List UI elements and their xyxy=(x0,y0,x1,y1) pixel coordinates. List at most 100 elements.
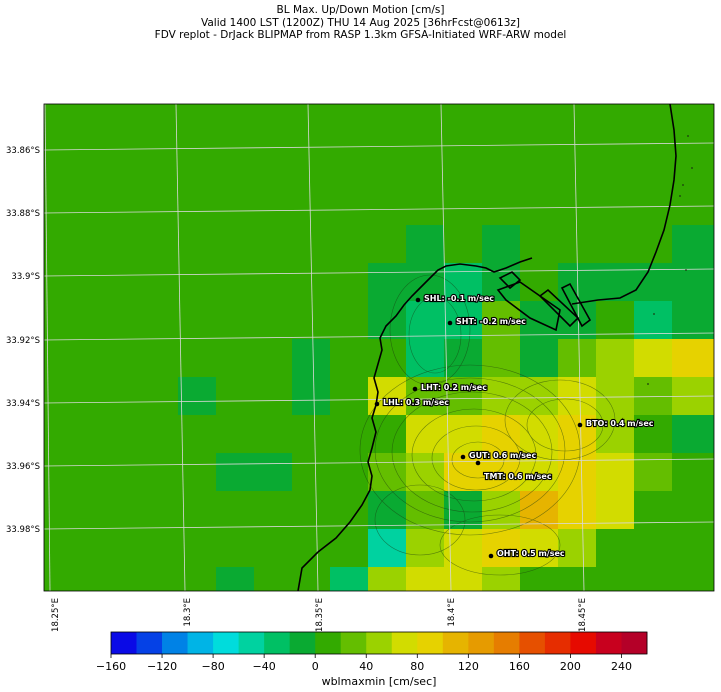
station-dot-shl xyxy=(415,297,421,303)
field-cell xyxy=(520,415,558,453)
field-cell xyxy=(634,453,672,491)
islet-dot xyxy=(679,195,681,197)
lat-label: 33.96°S xyxy=(6,462,40,472)
field-cell xyxy=(482,567,520,591)
lon-label: 18.3°E xyxy=(183,598,193,627)
contour-line xyxy=(526,398,604,452)
colorbar-cell xyxy=(136,632,163,654)
field-cell xyxy=(596,377,634,415)
colorbar-cell xyxy=(570,632,597,654)
colorbar-cell xyxy=(544,632,571,654)
field-cell xyxy=(406,529,444,567)
colorbar-tick-label: 0 xyxy=(312,660,319,673)
field-cell xyxy=(520,377,558,415)
gridline-lat-7 xyxy=(44,521,714,530)
field-cell xyxy=(444,377,482,415)
field-cell xyxy=(368,301,406,339)
field-cell xyxy=(520,529,558,567)
colorbar-cell xyxy=(621,632,648,654)
coastline-path xyxy=(297,257,533,591)
colorbar-tick-label: −160 xyxy=(96,660,126,673)
contour-line xyxy=(408,296,462,374)
field-cell xyxy=(634,339,672,377)
colorbar-tick-label: 160 xyxy=(509,660,530,673)
field-cell xyxy=(368,529,406,567)
graticule xyxy=(44,104,714,591)
field-cell xyxy=(406,415,482,453)
field-cell xyxy=(406,339,444,377)
field-cell xyxy=(406,225,444,263)
gridline-lat-2 xyxy=(44,205,714,214)
colorbar-cell xyxy=(111,632,137,654)
figure-title: BL Max. Up/Down Motion [cm/s] Valid 1400… xyxy=(0,4,721,42)
station-dot-gut xyxy=(460,454,466,460)
gridline-lat-5 xyxy=(44,395,714,404)
harbour-wall xyxy=(498,271,522,290)
colorbar-cell xyxy=(519,632,546,654)
islet-dot xyxy=(647,383,649,385)
coastline xyxy=(297,104,677,591)
colorbar-tick-label: −120 xyxy=(147,660,177,673)
colorbar-frame xyxy=(110,631,648,655)
field-cell xyxy=(596,453,634,491)
colorbar-cell xyxy=(366,632,393,654)
field-cell xyxy=(558,377,596,415)
contour-line xyxy=(391,391,553,513)
lat-label: 33.92°S xyxy=(6,336,40,346)
contour-line xyxy=(411,408,537,502)
colorbar-cell xyxy=(391,632,418,654)
field-cell xyxy=(558,529,596,567)
field-cells xyxy=(178,225,714,591)
field-cell xyxy=(178,377,216,415)
field-cell xyxy=(672,415,714,453)
lon-label: 18.35°E xyxy=(315,598,325,632)
colorbar-cell xyxy=(595,632,622,654)
lat-label: 33.98°S xyxy=(6,525,40,535)
gridline-lon-2 xyxy=(175,104,186,591)
station-dot-bto xyxy=(577,422,583,428)
field-cell xyxy=(482,301,520,339)
gridline-lon-1 xyxy=(44,104,51,591)
islet-dot xyxy=(682,184,684,186)
colorbar-cell xyxy=(442,632,469,654)
station-dot-lhl xyxy=(374,401,380,407)
station-dot-sht xyxy=(447,320,453,326)
lat-axis-labels: 33.86°S 33.88°S 33.9°S 33.92°S 33.94°S 3… xyxy=(6,146,40,535)
colorbar-tick-label: 240 xyxy=(611,660,632,673)
coastline-path xyxy=(571,104,677,305)
colorbar-tick-label: 80 xyxy=(410,660,424,673)
field-cell xyxy=(216,567,254,591)
gridline-lon-3 xyxy=(307,104,319,591)
field-cell xyxy=(482,225,520,263)
field-cell xyxy=(368,263,444,301)
field-cell xyxy=(482,339,520,377)
field-cell xyxy=(520,339,558,377)
colorbar-cell xyxy=(213,632,240,654)
islets xyxy=(647,135,693,385)
lon-axis-labels: 18.25°E 18.3°E 18.35°E 18.4°E 18.45°E xyxy=(51,598,588,632)
contour-line xyxy=(359,364,581,536)
harbour-wall xyxy=(496,281,561,332)
field-cell xyxy=(444,453,482,491)
harbour-wall xyxy=(560,282,592,328)
lat-label: 33.86°S xyxy=(6,146,40,156)
field-cell xyxy=(368,491,406,529)
field-cell xyxy=(406,491,444,529)
field-cell xyxy=(558,339,596,377)
map-plot-area xyxy=(44,104,714,591)
contour-line xyxy=(431,425,521,491)
title-line-2: Valid 1400 LST (1200Z) THU 14 Aug 2025 [… xyxy=(201,16,520,29)
lat-label: 33.94°S xyxy=(6,399,40,409)
islet-dot xyxy=(687,135,689,137)
colorbar-cell xyxy=(417,632,444,654)
field-cell xyxy=(558,415,596,453)
station-label-gut: GUT: 0.6 m/sec xyxy=(469,451,536,460)
contour-line xyxy=(389,274,471,386)
field-cell xyxy=(444,263,482,301)
colorbar-cell xyxy=(340,632,367,654)
map-frame xyxy=(43,103,715,592)
colorbar-tick-label: 120 xyxy=(458,660,479,673)
field-cell xyxy=(558,491,596,529)
islet-dot xyxy=(685,269,687,271)
gridline-lon-4 xyxy=(440,104,452,591)
